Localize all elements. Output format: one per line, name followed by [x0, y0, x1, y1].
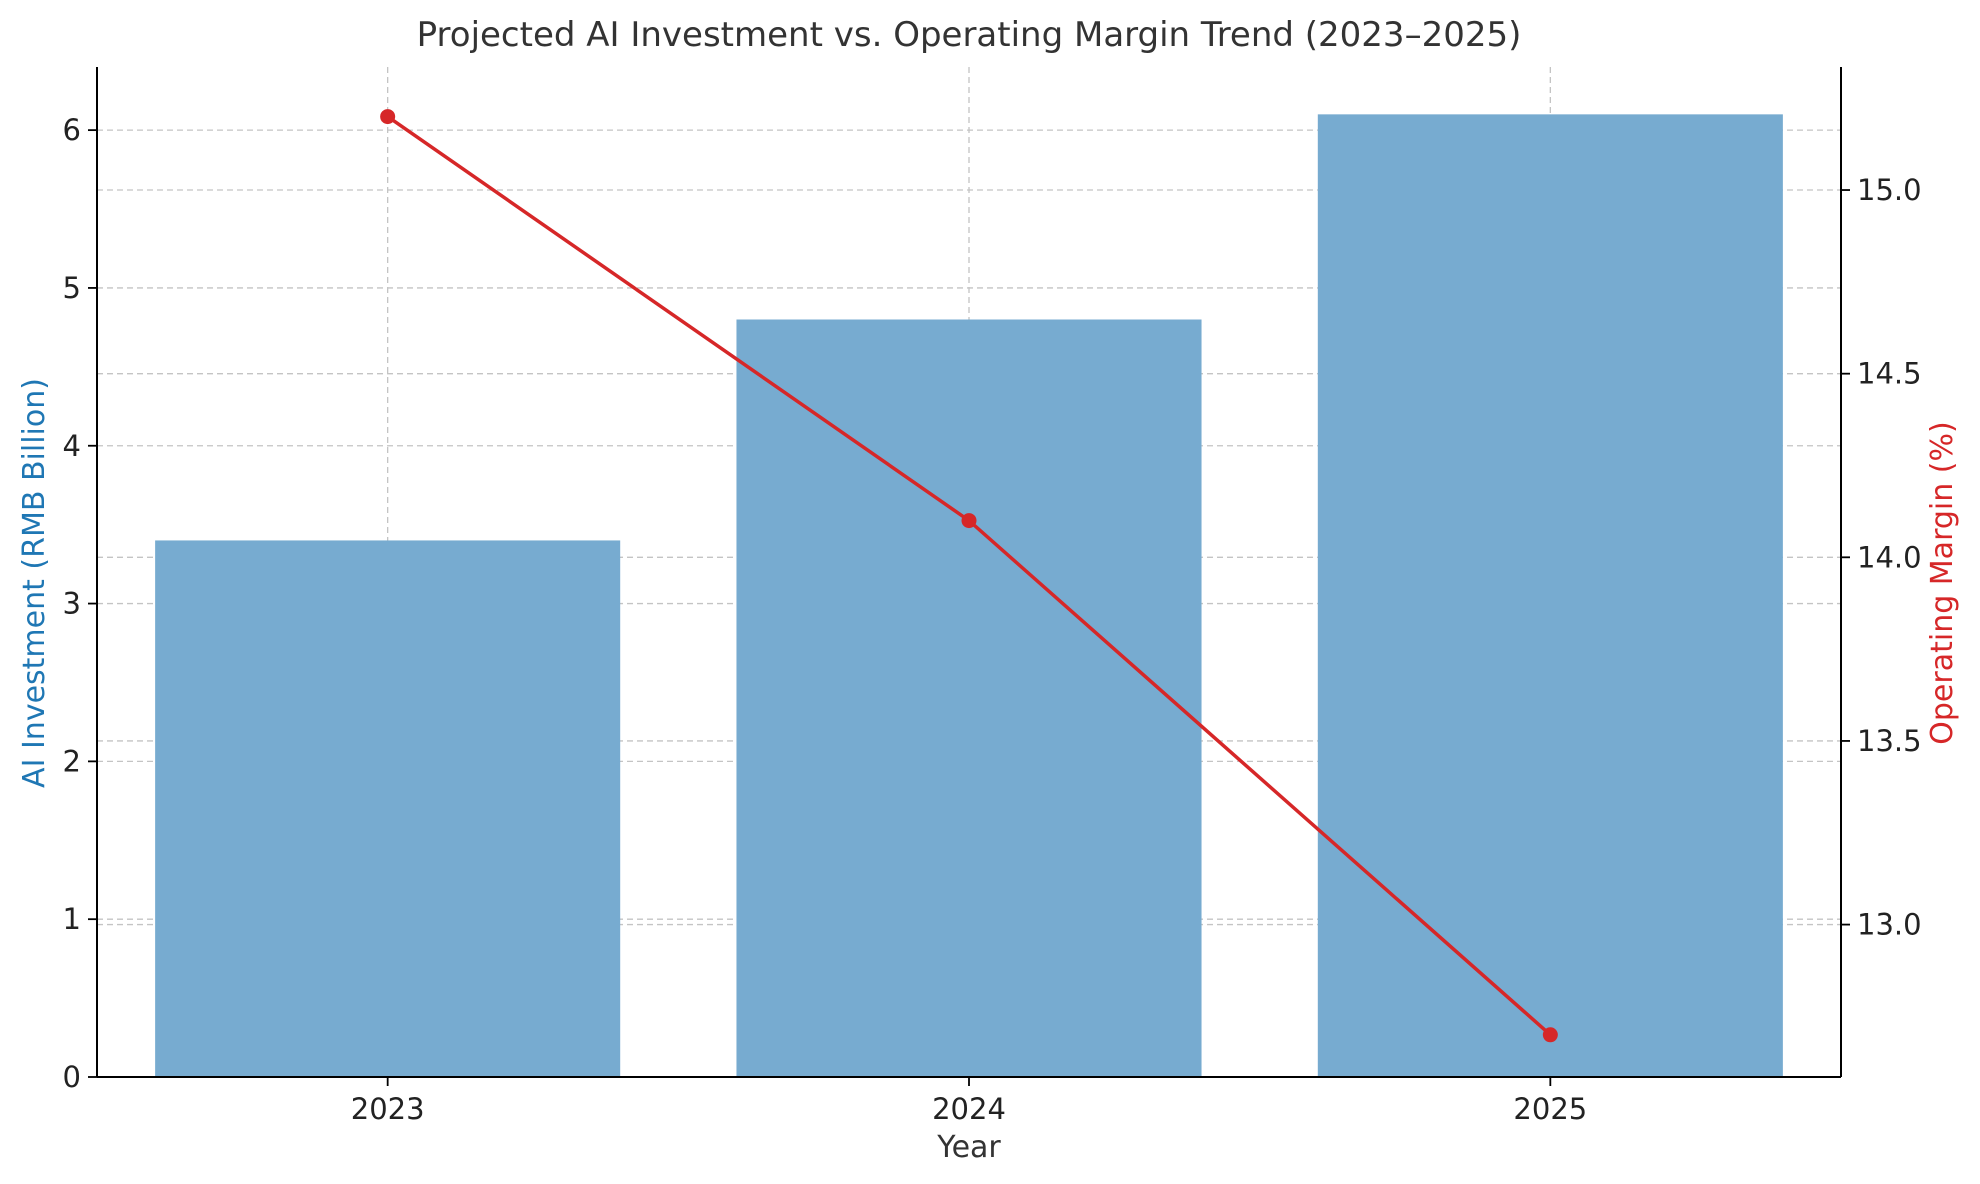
bar-2025 [1317, 114, 1783, 1077]
left-axis-ticks: 0 1 2 3 4 5 6 [63, 113, 97, 1094]
x-axis-ticks: 2023 2024 2025 [351, 1077, 1587, 1126]
left-y-axis-label: AI Investment (RMB Billion) [17, 378, 52, 788]
left-tick-label: 1 [63, 902, 81, 936]
right-tick-label: 14.5 [1857, 357, 1922, 391]
x-tick-label: 2023 [351, 1092, 425, 1126]
right-tick-label: 13.0 [1857, 908, 1922, 942]
left-tick-label: 0 [63, 1060, 81, 1094]
left-tick-label: 6 [63, 113, 81, 147]
bar-series [155, 114, 1783, 1077]
margin-point-2023 [380, 109, 396, 125]
x-axis-label: Year [936, 1130, 1001, 1165]
x-tick-label: 2024 [932, 1092, 1006, 1126]
right-y-axis-label: Operating Margin (%) [1925, 421, 1960, 744]
line-series [380, 109, 1558, 1043]
left-tick-label: 2 [63, 744, 81, 778]
left-tick-label: 4 [63, 429, 81, 463]
right-tick-label: 15.0 [1857, 173, 1922, 207]
bar-2024 [736, 319, 1202, 1077]
bar-2023 [155, 540, 621, 1077]
right-axis-ticks: 13.0 13.5 14.0 14.5 15.0 [1841, 173, 1922, 942]
x-tick-label: 2025 [1513, 1092, 1587, 1126]
margin-point-2025 [1542, 1027, 1558, 1043]
chart-title: Projected AI Investment vs. Operating Ma… [417, 15, 1522, 55]
left-tick-label: 5 [63, 271, 81, 305]
right-tick-label: 13.5 [1857, 724, 1922, 758]
right-tick-label: 14.0 [1857, 540, 1922, 574]
left-tick-label: 3 [63, 587, 81, 621]
margin-point-2024 [961, 513, 977, 529]
